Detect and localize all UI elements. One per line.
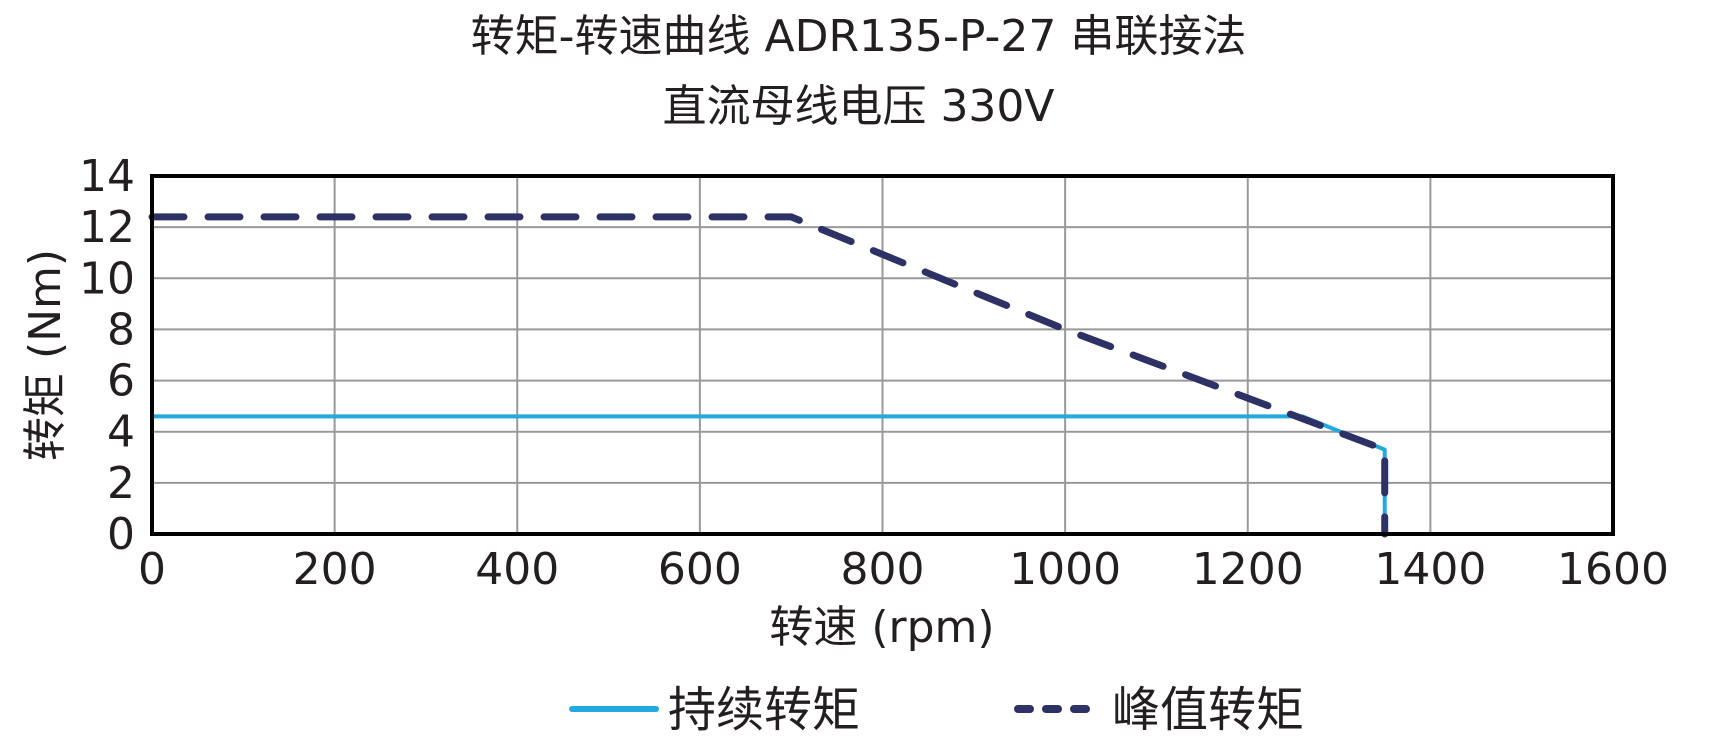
x-tick-label: 1400	[1374, 544, 1486, 595]
y-tick-label: 10	[79, 253, 135, 304]
x-axis-label: 转速 (rpm)	[769, 602, 994, 653]
y-tick-label: 2	[107, 458, 135, 509]
legend-label-continuous: 持续转矩	[668, 682, 860, 738]
x-tick-label: 1000	[1009, 544, 1121, 595]
x-tick-label: 0	[138, 544, 166, 595]
x-axis-ticks: 0 200 400 600 800 1000 1200 1400 1600	[138, 544, 1669, 595]
series-lines	[148, 213, 1389, 538]
legend-item-peak: 峰值转矩	[1014, 682, 1304, 738]
peak-torque-line	[148, 213, 1389, 538]
chart-title: 转矩-转速曲线 ADR135-P-27 串联接法	[470, 11, 1247, 62]
y-tick-label: 14	[79, 151, 135, 202]
x-tick-label: 600	[658, 544, 742, 595]
x-tick-label: 200	[293, 544, 377, 595]
y-tick-label: 0	[107, 509, 135, 560]
chart-subtitle: 直流母线电压 330V	[662, 81, 1055, 132]
x-tick-label: 1600	[1557, 544, 1669, 595]
continuous-torque-line	[152, 414, 1387, 534]
y-tick-label: 6	[107, 356, 135, 407]
x-tick-label: 800	[841, 544, 925, 595]
legend-item-continuous: 持续转矩	[569, 682, 860, 738]
x-tick-label: 1200	[1192, 544, 1304, 595]
y-tick-label: 8	[107, 304, 135, 355]
x-tick-label: 400	[475, 544, 559, 595]
y-axis-label: 转矩 (Nm)	[20, 249, 71, 461]
y-tick-label: 12	[79, 202, 135, 253]
y-tick-label: 4	[107, 407, 135, 458]
legend: 持续转矩 峰值转矩	[569, 682, 1304, 738]
plot-frame	[150, 174, 1615, 536]
legend-label-peak: 峰值转矩	[1112, 682, 1304, 738]
grid-lines	[152, 176, 1613, 534]
